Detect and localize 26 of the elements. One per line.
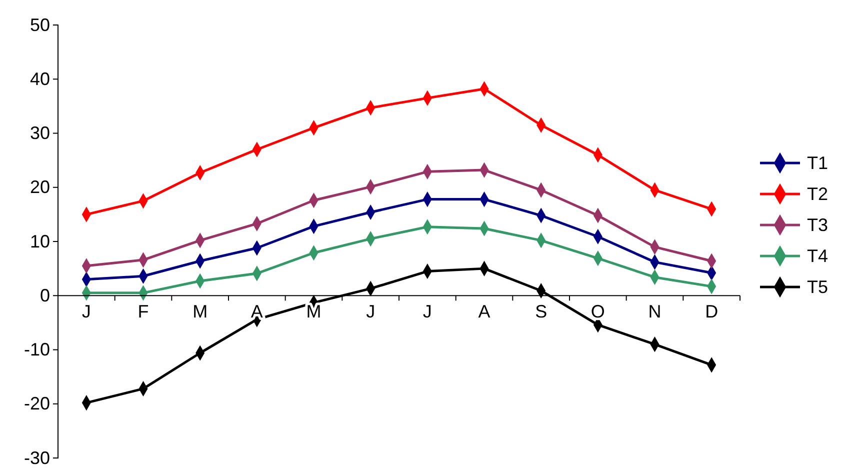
y-tick-label: 40	[30, 68, 50, 89]
y-tick-label: 20	[30, 177, 50, 198]
y-tick-label: 50	[30, 14, 50, 35]
y-tick-label: -10	[24, 340, 50, 360]
x-tick-label: N	[648, 302, 662, 322]
x-tick-label: D	[705, 302, 718, 322]
x-tick-label: J	[366, 302, 376, 322]
x-tick-label: A	[250, 302, 263, 322]
legend-label: T5	[807, 277, 828, 297]
x-tick-label: A	[478, 302, 490, 322]
y-tick-label: 0	[40, 285, 50, 306]
x-tick-label: S	[535, 302, 548, 322]
x-tick-label: O	[590, 302, 605, 322]
x-tick-label: J	[422, 302, 432, 322]
y-tick-label: 30	[30, 123, 50, 144]
x-tick-label: F	[138, 302, 149, 322]
y-tick-label: -20	[24, 394, 50, 414]
legend-label: T2	[807, 184, 828, 204]
legend-label: T3	[807, 215, 828, 235]
legend-label: T4	[807, 246, 828, 266]
legend-label: T1	[807, 153, 828, 173]
x-tick-label: J	[82, 302, 91, 322]
x-tick-label: M	[306, 302, 322, 322]
y-tick-label: 10	[30, 231, 50, 252]
x-tick-label: M	[192, 302, 208, 322]
y-tick-label: -30	[24, 448, 50, 468]
